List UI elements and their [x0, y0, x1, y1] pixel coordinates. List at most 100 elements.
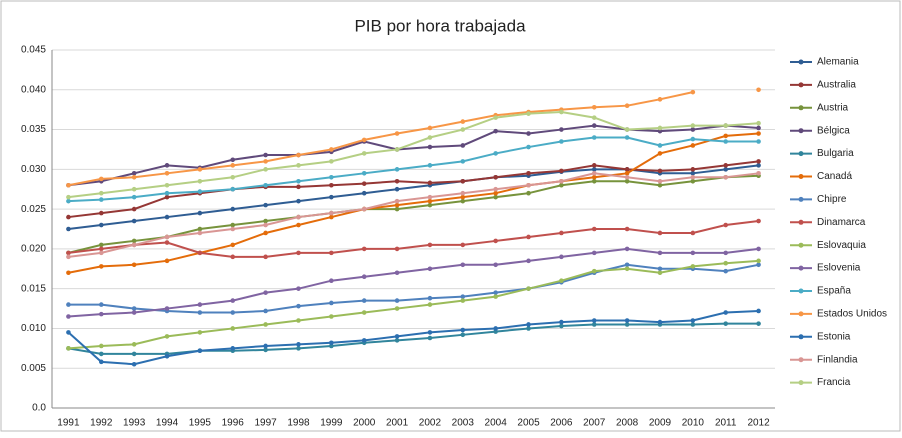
data-point [493, 290, 498, 295]
data-point [723, 250, 729, 256]
data-point [230, 326, 236, 331]
data-point [131, 310, 137, 315]
data-point [98, 176, 104, 182]
y-tick-label: 0.045 [21, 45, 46, 56]
data-point [690, 171, 696, 176]
data-point [263, 230, 268, 236]
data-point [427, 302, 433, 307]
data-point [296, 318, 301, 323]
legend-label: Francia [817, 377, 851, 388]
data-point [756, 120, 761, 126]
data-point [394, 246, 400, 252]
series-line [68, 132, 759, 274]
data-point [624, 174, 630, 180]
data-point [394, 131, 400, 136]
data-point [657, 182, 663, 188]
data-point [329, 343, 334, 349]
data-point [66, 182, 71, 188]
x-tick-label: 1994 [156, 418, 179, 429]
data-point [131, 171, 137, 176]
data-point [460, 198, 466, 204]
data-point [230, 346, 236, 351]
data-point [197, 302, 203, 307]
data-point [460, 159, 466, 164]
data-point [361, 190, 367, 196]
data-point [624, 135, 630, 140]
data-point [723, 260, 729, 266]
data-point [131, 194, 137, 200]
x-tick-label: 1995 [189, 418, 212, 429]
data-point [723, 133, 729, 139]
legend-label: Bélgica [817, 125, 850, 136]
x-tick-label: 2011 [715, 418, 737, 429]
data-point [361, 246, 367, 252]
data-point [131, 361, 137, 367]
data-point [427, 163, 433, 168]
data-point [493, 194, 498, 200]
data-point [723, 268, 729, 274]
data-point [98, 246, 104, 252]
data-point [690, 167, 696, 172]
data-point [131, 351, 137, 357]
data-point [460, 190, 466, 196]
data-point [197, 178, 203, 184]
data-point [164, 171, 170, 176]
data-point [460, 298, 466, 303]
data-point [197, 310, 203, 315]
data-point [230, 226, 236, 232]
data-point [329, 214, 334, 220]
data-point [460, 127, 466, 132]
data-point [526, 258, 531, 264]
data-point [723, 123, 729, 128]
data-point [361, 171, 367, 176]
data-point [329, 174, 334, 180]
data-point [263, 159, 268, 164]
y-tick-label: 0.025 [21, 204, 46, 215]
legend-marker [798, 219, 804, 225]
data-point [164, 334, 170, 339]
data-point [66, 254, 71, 260]
x-tick-label: 2008 [616, 418, 639, 429]
data-point [591, 171, 597, 176]
data-point [329, 314, 334, 319]
data-point [723, 222, 729, 228]
data-point [131, 238, 137, 244]
data-point [164, 234, 170, 240]
data-point [98, 250, 104, 256]
data-point [559, 230, 564, 236]
data-point [624, 178, 630, 184]
data-point [197, 167, 203, 172]
x-tick-label: 2006 [550, 418, 573, 429]
data-point [460, 242, 466, 248]
x-tick-label: 2010 [682, 418, 705, 429]
data-point [493, 186, 498, 192]
data-point [723, 310, 729, 315]
data-point [657, 143, 663, 148]
data-point [624, 167, 630, 172]
data-point [197, 348, 203, 354]
data-point [197, 210, 203, 216]
data-point [296, 198, 301, 204]
y-tick-label: 0.035 [21, 124, 46, 135]
data-point [493, 151, 498, 156]
data-point [164, 306, 170, 311]
data-point [296, 286, 301, 291]
data-point [98, 210, 104, 216]
data-point [263, 182, 268, 188]
legend-marker [798, 265, 804, 271]
data-point [230, 310, 236, 315]
series-line [68, 247, 759, 318]
data-point [657, 319, 663, 325]
data-point [197, 226, 203, 232]
data-point [657, 250, 663, 256]
data-point [723, 139, 729, 144]
data-point [131, 262, 137, 268]
data-point [690, 123, 696, 128]
data-point [329, 159, 334, 164]
data-point [460, 143, 466, 148]
data-point [296, 214, 301, 220]
data-point [559, 182, 564, 188]
data-point [329, 340, 334, 346]
series-line [67, 309, 759, 366]
